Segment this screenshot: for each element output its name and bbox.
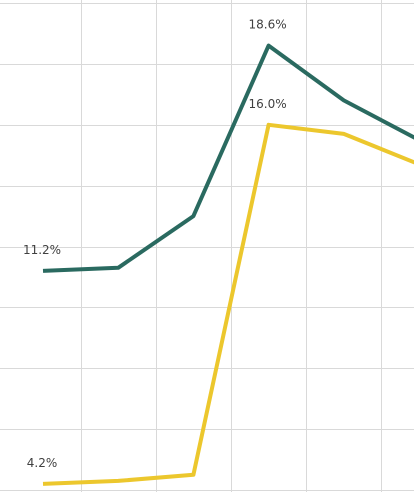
series-line-2 [42, 122, 414, 486]
data-labels: 11.2% 18.6% 4.2% 16.0% [23, 18, 287, 470]
data-label: 11.2% [23, 243, 61, 257]
data-label: 4.2% [27, 456, 58, 470]
series-layer [42, 43, 414, 486]
data-label: 18.6% [249, 18, 287, 32]
data-label: 16.0% [249, 97, 287, 111]
series-line-1 [42, 43, 414, 273]
